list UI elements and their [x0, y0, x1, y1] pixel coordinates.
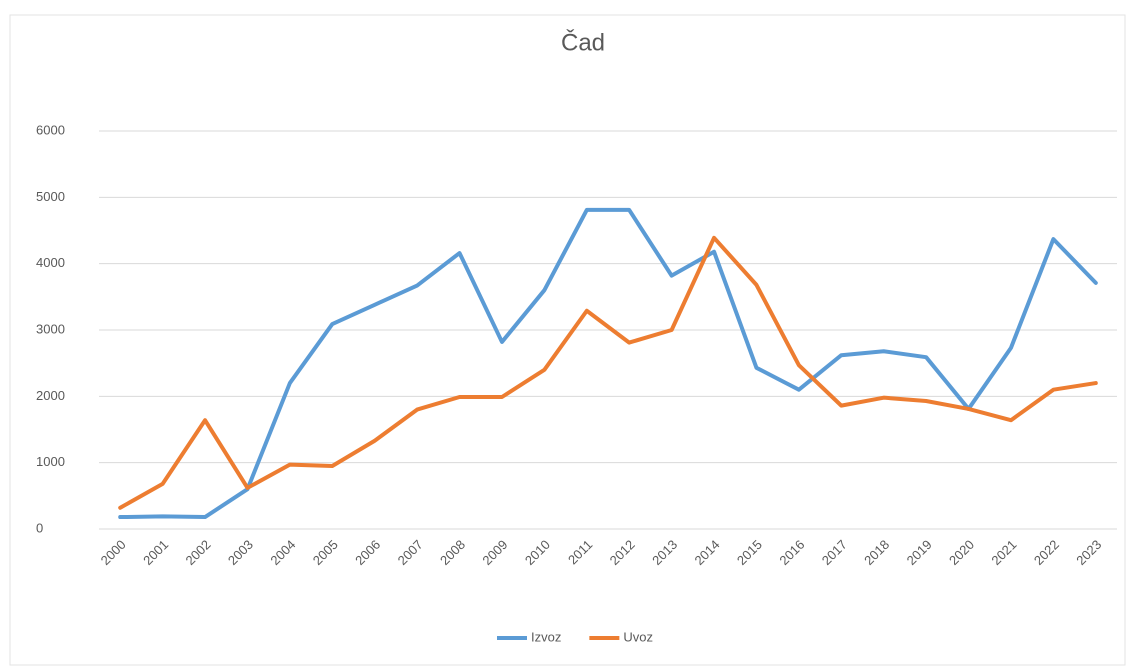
y-tick-label: 4000 [36, 255, 65, 270]
chart-title: Čad [561, 28, 605, 56]
series-line [118, 235, 1098, 510]
y-tick-label: 6000 [36, 122, 65, 137]
legend-label: Izvoz [531, 629, 561, 644]
series-line [118, 207, 1098, 520]
y-tick-label: 2000 [36, 388, 65, 403]
y-tick-label: 3000 [36, 321, 65, 336]
legend-label: Uvoz [623, 629, 653, 644]
y-tick-label: 1000 [36, 454, 65, 469]
y-tick-label: 0 [36, 520, 43, 535]
y-tick-label: 5000 [36, 189, 65, 204]
